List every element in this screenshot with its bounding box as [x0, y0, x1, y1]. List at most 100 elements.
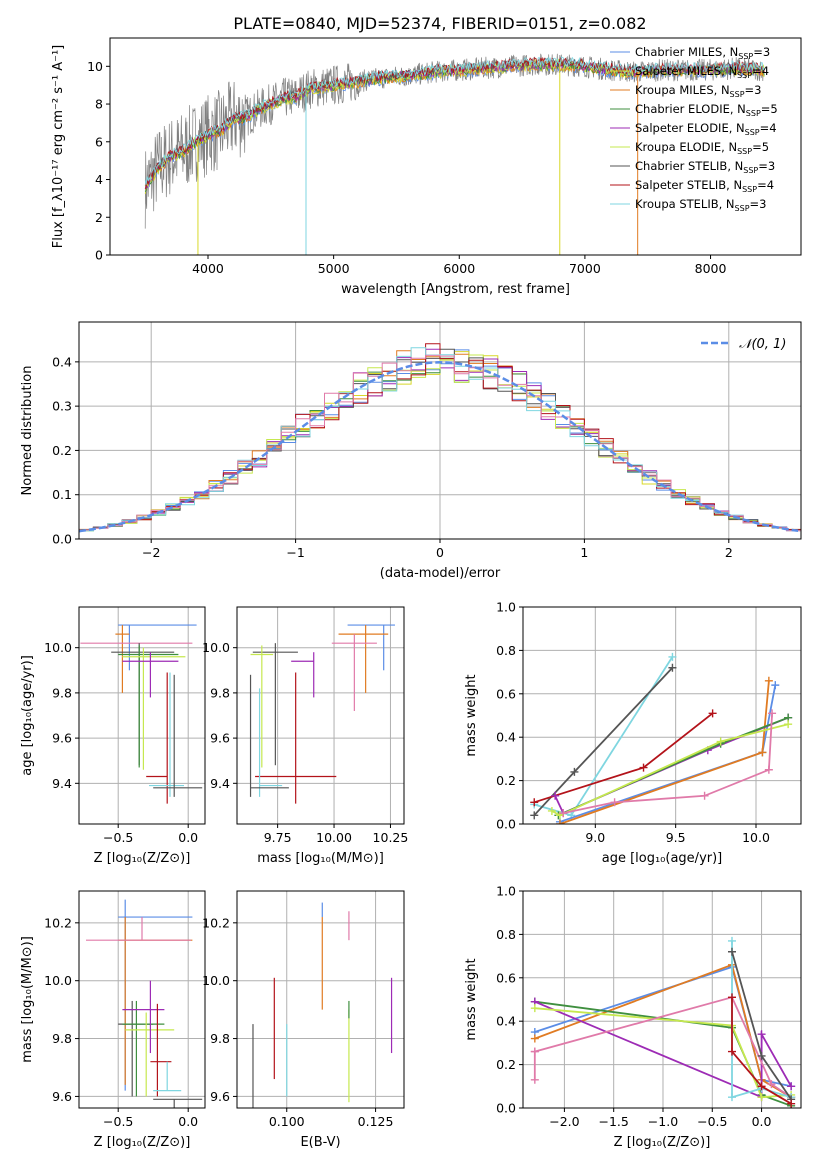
legend-residuals: 𝒩(0, 1) — [701, 337, 786, 352]
x-tick-label: 9.0 — [585, 830, 605, 845]
weight-marker — [530, 1075, 539, 1084]
y-tick-label: 0.6 — [496, 686, 516, 701]
weight-marker — [768, 709, 777, 718]
weight-marker — [530, 1034, 539, 1043]
errorbar-point — [153, 1061, 182, 1092]
x-tick-label: −1.5 — [599, 1114, 629, 1129]
normal-curve — [79, 361, 799, 533]
plot-area-weight_vs_Z — [530, 936, 796, 1108]
errorbar-point — [338, 625, 389, 693]
errorbar-point — [250, 645, 274, 768]
errorbar-point — [122, 980, 165, 1054]
y-tick-label: 6 — [95, 134, 103, 149]
weight-marker — [530, 1047, 539, 1056]
weight-marker — [727, 1047, 736, 1056]
legend-entry: Chabrier MILES, NSSP=3 — [635, 45, 770, 61]
errorbar-point — [118, 645, 179, 768]
x-tick-label: −0.5 — [103, 830, 133, 845]
legend-entry: Chabrier ELODIE, NSSP=5 — [635, 102, 778, 118]
weight-marker — [700, 791, 709, 800]
legend-entry: Kroupa STELIB, NSSP=3 — [635, 197, 766, 213]
weight-marker — [767, 1080, 776, 1089]
x-tick-label: −0.5 — [103, 1114, 133, 1129]
weight-series-line — [551, 723, 789, 817]
weight-marker — [668, 652, 677, 661]
axes-residuals: −2 −1 0 1 2 0.0 0.1 0.2 0.3 0.4 — [52, 322, 801, 560]
x-tick-label: 9.5 — [666, 830, 686, 845]
weight-marker — [787, 1099, 796, 1108]
x-tick-label: 6000 — [443, 261, 475, 276]
x-tick-label: −1.0 — [648, 1114, 678, 1129]
plot-area-mass_vs_Z — [86, 899, 203, 1108]
weight-series-line — [534, 963, 792, 1098]
x-tick-label: 10.25 — [373, 830, 409, 845]
plot-area-mass_vs_ebv — [252, 902, 393, 1108]
frame-weight_vs_age — [522, 606, 802, 825]
x-axis-label: mass [log₁₀(M/M⊙)] — [257, 851, 384, 866]
x-axis-label: Z [log₁₀(Z/Z⊙)] — [94, 851, 191, 866]
errorbar-point — [153, 1098, 203, 1108]
legend-entry: Salpeter MILES, NSSP=4 — [635, 64, 769, 80]
weight-marker — [757, 1030, 766, 1039]
axes-spectrum: 4000 5000 6000 7000 8000 0 2 4 6 8 10 — [87, 59, 726, 276]
x-axis-label: E(B-V) — [300, 1135, 340, 1150]
y-tick-label: 0.2 — [52, 443, 72, 458]
weight-series-line — [731, 997, 792, 1105]
weight-series-line — [563, 713, 773, 814]
frame-age_vs_mass — [236, 606, 405, 825]
y-tick-label: 10.2 — [44, 915, 72, 930]
frame-age_vs_Z — [78, 606, 206, 825]
weight-marker — [530, 811, 539, 820]
y-tick-label: 0.4 — [496, 1014, 516, 1029]
x-tick-label: −1 — [286, 545, 304, 560]
x-tick-label: −2 — [142, 545, 160, 560]
y-tick-label: 0.2 — [496, 1057, 516, 1072]
weight-marker — [757, 1051, 766, 1060]
x-tick-label: 5000 — [318, 261, 350, 276]
x-tick-label: 0.0 — [178, 1114, 198, 1129]
weight-marker — [758, 748, 767, 757]
legend-entry: Chabrier STELIB, NSSP=3 — [635, 159, 775, 175]
x-tick-label: −2.0 — [549, 1114, 579, 1129]
model-spectrum-line — [144, 56, 765, 190]
weight-marker — [530, 1004, 539, 1013]
y-tick-label: 0.0 — [496, 817, 516, 832]
weight-marker — [727, 936, 736, 945]
weight-marker — [668, 663, 677, 672]
errorbar-point — [258, 688, 283, 797]
errorbar-point — [249, 674, 289, 797]
y-axis-label: mass [log₁₀(M/M⊙)] — [20, 936, 35, 1063]
weight-marker — [787, 1082, 796, 1091]
plot-area-age_vs_mass — [249, 624, 395, 804]
y-tick-label: 9.8 — [210, 685, 230, 700]
y-tick-label: 9.6 — [210, 1089, 230, 1104]
weight-marker — [727, 993, 736, 1002]
errorbar-point — [291, 652, 315, 698]
y-tick-label: 10.0 — [44, 973, 72, 988]
weight-marker — [570, 767, 579, 776]
weight-series-line — [534, 1007, 792, 1099]
model-spectrum-line — [144, 56, 765, 185]
y-tick-label: 2 — [95, 210, 103, 225]
x-tick-label: 8000 — [695, 261, 727, 276]
plot-area-age_vs_Z — [80, 624, 203, 804]
y-tick-label: 9.8 — [52, 685, 72, 700]
y-tick-label: 9.6 — [52, 1089, 72, 1104]
y-tick-label: 1.0 — [496, 884, 516, 899]
y-tick-label: 9.8 — [210, 1031, 230, 1046]
errorbar-point — [255, 672, 337, 804]
axes-weight_vs_Z: −2.0 −1.5 −1.0 −0.5 0.0 0.0 0.2 0.4 0.6 0.8 1.0 — [496, 884, 801, 1129]
weight-marker — [708, 709, 717, 718]
errorbar-point — [125, 1012, 175, 1097]
weight-marker — [547, 806, 556, 815]
y-tick-label: 10 — [87, 59, 103, 74]
y-tick-label: 0.3 — [52, 399, 72, 414]
weight-marker — [757, 1082, 766, 1091]
axes-mass_vs_ebv: 0.100 0.125 9.6 9.8 10.0 10.2 — [202, 891, 404, 1129]
y-tick-label: 9.8 — [52, 1031, 72, 1046]
y-tick-label: 0.6 — [496, 970, 516, 985]
errorbar-point — [86, 917, 191, 941]
x-tick-label: 10.00 — [316, 830, 352, 845]
x-tick-label: −0.5 — [697, 1114, 727, 1129]
weight-marker — [555, 820, 564, 824]
